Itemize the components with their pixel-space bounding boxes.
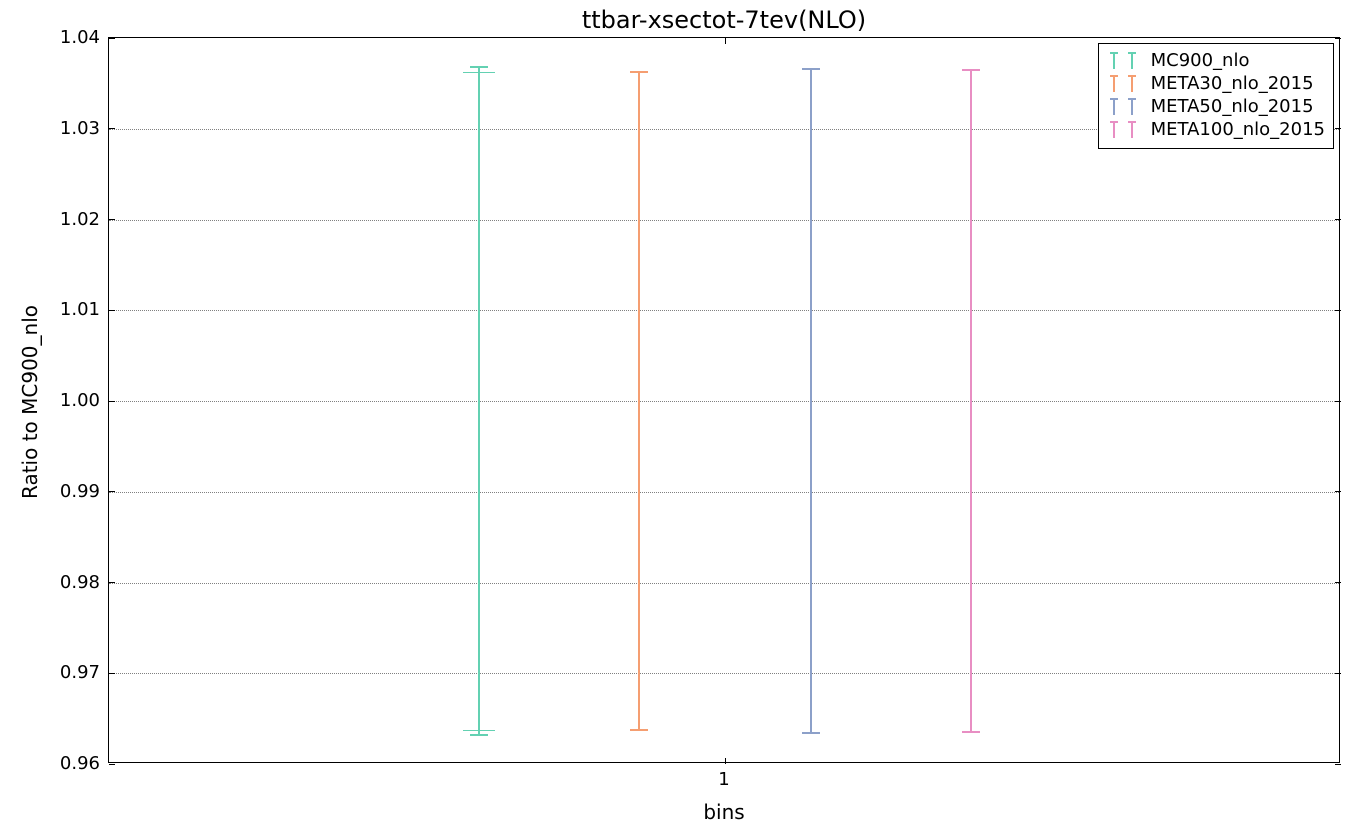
legend-item: META30_nlo_2015 [1107, 73, 1325, 94]
xtick-mark [725, 38, 726, 44]
gridline [109, 401, 1339, 402]
ytick-mark [109, 673, 115, 674]
ytick-mark [109, 582, 115, 583]
xtick-mark [725, 758, 726, 764]
ytick-label: 0.98 [40, 572, 100, 593]
errorbar-META50_nlo_2015 [810, 69, 812, 733]
gridline [109, 492, 1339, 493]
gridline [109, 583, 1339, 584]
legend-item: META100_nlo_2015 [1107, 119, 1325, 140]
legend-label: MC900_nlo [1151, 50, 1250, 71]
x-axis-label: bins [108, 800, 1340, 824]
xtick-label: 1 [704, 769, 744, 790]
ytick-mark [109, 764, 115, 765]
ytick-mark [1335, 38, 1341, 39]
gridline [109, 673, 1339, 674]
ytick-mark [1335, 491, 1341, 492]
ytick-label: 0.97 [40, 662, 100, 683]
legend-item: META50_nlo_2015 [1107, 96, 1325, 117]
ytick-label: 1.04 [40, 27, 100, 48]
ytick-mark [1335, 401, 1341, 402]
errorbar-cap [962, 731, 980, 733]
legend-swatch [1107, 75, 1143, 93]
ytick-label: 1.02 [40, 209, 100, 230]
legend: MC900_nloMETA30_nlo_2015META50_nlo_2015M… [1098, 43, 1334, 149]
ytick-mark [1335, 673, 1341, 674]
ytick-label: 0.96 [40, 753, 100, 774]
legend-label: META50_nlo_2015 [1151, 96, 1314, 117]
errorbar-MC900_nlo [478, 67, 480, 735]
errorbar-cap [630, 729, 648, 731]
ytick-mark [1335, 219, 1341, 220]
ytick-mark [109, 38, 115, 39]
ytick-label: 1.01 [40, 299, 100, 320]
legend-swatch [1107, 98, 1143, 116]
chart-container: ttbar-xsectot-7tev(NLO) Ratio to MC900_n… [0, 0, 1353, 830]
ytick-label: 0.99 [40, 481, 100, 502]
errorbar-cap [630, 71, 648, 73]
ytick-mark [1335, 310, 1341, 311]
ytick-mark [109, 401, 115, 402]
gridline [109, 310, 1339, 311]
errorbar-cap [470, 734, 488, 736]
errorbar-META30_nlo_2015 [638, 72, 640, 731]
errorbar-minicap [463, 72, 495, 73]
ytick-mark [109, 491, 115, 492]
errorbar-cap [962, 69, 980, 71]
ytick-mark [109, 310, 115, 311]
errorbar-cap [802, 732, 820, 734]
errorbar-cap [470, 66, 488, 68]
ytick-mark [1335, 128, 1341, 129]
legend-swatch [1107, 52, 1143, 70]
errorbar-minicap [463, 730, 495, 731]
legend-swatch [1107, 121, 1143, 139]
gridline [109, 220, 1339, 221]
ytick-mark [1335, 582, 1341, 583]
ytick-label: 1.00 [40, 390, 100, 411]
chart-title: ttbar-xsectot-7tev(NLO) [108, 6, 1340, 34]
ytick-label: 1.03 [40, 118, 100, 139]
ytick-mark [109, 219, 115, 220]
y-axis-label: Ratio to MC900_nlo [18, 302, 42, 502]
legend-label: META30_nlo_2015 [1151, 73, 1314, 94]
legend-label: META100_nlo_2015 [1151, 119, 1325, 140]
errorbar-META100_nlo_2015 [970, 70, 972, 732]
legend-item: MC900_nlo [1107, 50, 1325, 71]
ytick-mark [109, 128, 115, 129]
errorbar-cap [802, 68, 820, 70]
ytick-mark [1335, 764, 1341, 765]
